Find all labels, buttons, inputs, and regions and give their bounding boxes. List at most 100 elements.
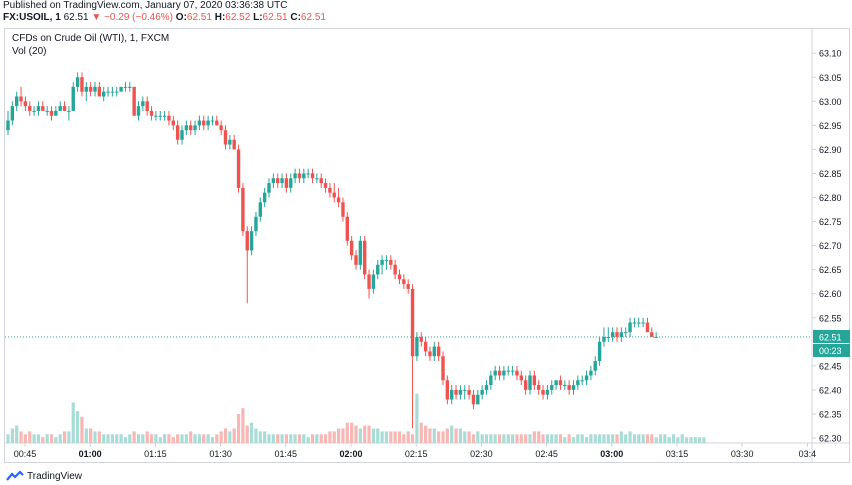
volume-bar	[232, 428, 236, 443]
volume-bar	[641, 434, 645, 443]
candle-body	[23, 101, 28, 107]
candle-body	[602, 336, 606, 342]
volume-bar	[32, 434, 36, 443]
candle-body	[41, 106, 45, 111]
volume-bar	[337, 428, 341, 443]
volume-bar	[454, 428, 458, 443]
candle-body	[49, 110, 54, 116]
volume-bar	[10, 428, 14, 443]
x-tick-label: 02:00	[339, 449, 362, 459]
candle-body	[293, 173, 297, 179]
candle-body	[467, 389, 471, 395]
volume-bar	[384, 431, 389, 443]
volume-bar	[302, 434, 306, 443]
candle-body	[28, 106, 32, 111]
volume-bar	[671, 434, 676, 443]
volume-bar	[532, 431, 536, 443]
x-tick-label: 03:4	[799, 449, 817, 459]
candle-body	[80, 77, 84, 92]
candle-body	[558, 380, 563, 386]
volume-bar	[493, 434, 497, 443]
volume-bar	[210, 437, 215, 443]
x-tick-label: 01:00	[79, 449, 102, 459]
candle-body	[45, 110, 49, 112]
volume-bar	[458, 428, 462, 443]
volume-bar	[524, 434, 528, 443]
close-value: 62.51	[300, 12, 326, 23]
volume-bar	[206, 434, 210, 443]
candle-body	[258, 202, 262, 217]
volume-bar	[189, 431, 193, 443]
candle-body	[106, 91, 110, 93]
chart-frame	[4, 28, 850, 463]
close-label: C:	[290, 12, 301, 23]
candle-body	[115, 91, 119, 93]
volume-bar	[637, 434, 641, 443]
candle-body	[419, 336, 423, 342]
volume-bar	[141, 434, 145, 443]
chart-title: CFDs on Crude Oil (WTI), 1, FXCM	[12, 33, 170, 44]
candle-body	[15, 96, 19, 107]
candle-body	[354, 255, 358, 265]
volume-bar	[410, 434, 415, 443]
candle-body	[62, 106, 67, 111]
volume-bar	[676, 437, 680, 443]
candle-body	[415, 336, 419, 357]
candle-body	[597, 341, 602, 362]
candle-body	[276, 178, 280, 184]
volume-bar	[176, 434, 180, 443]
countdown-tag	[813, 343, 850, 357]
candle-body	[402, 279, 406, 285]
candle-body	[463, 389, 467, 391]
volume-bar	[250, 422, 254, 443]
candle-body	[145, 101, 149, 111]
volume-bar	[563, 437, 567, 443]
candle-body	[528, 375, 532, 390]
volume-bar	[219, 431, 223, 443]
volume-bar	[358, 428, 362, 443]
candle-body	[371, 274, 376, 289]
candle-body	[380, 260, 384, 265]
volume-bar	[132, 431, 136, 443]
candle-body	[410, 288, 415, 357]
candle-body	[54, 110, 58, 116]
candle-body	[306, 173, 310, 175]
candle-body	[454, 389, 458, 395]
candle-body	[358, 240, 363, 265]
candle-body	[519, 375, 523, 381]
volume-bar	[123, 437, 128, 443]
volume-bar	[537, 431, 541, 443]
candle-body	[593, 361, 597, 371]
candle-body	[102, 91, 106, 97]
symbol: FX:USOIL, 1	[3, 12, 61, 23]
volume-bar	[541, 434, 545, 443]
volume-bar	[389, 431, 393, 443]
candle-body	[128, 86, 132, 88]
candle-body	[628, 322, 632, 333]
volume-bar	[284, 434, 288, 443]
candle-body	[197, 120, 202, 126]
volume-bar	[515, 434, 519, 443]
candle-body	[624, 332, 628, 334]
tradingview-brand[interactable]: TradingView	[6, 470, 82, 482]
volume-bar	[193, 434, 197, 443]
volume-bar	[89, 428, 93, 443]
volume-bar	[341, 428, 345, 443]
volume-bar	[289, 434, 293, 443]
volume-bar	[502, 434, 506, 443]
candle-body	[450, 389, 454, 400]
volume-bar	[45, 434, 49, 443]
candle-body	[563, 385, 567, 387]
volume-bar	[80, 416, 84, 443]
candle-body	[19, 96, 23, 102]
candle-body	[110, 91, 115, 93]
volume-bar	[223, 428, 228, 443]
candle-body	[206, 120, 210, 126]
volume-bar	[23, 434, 27, 443]
volume-bar	[271, 434, 275, 443]
volume-bar	[297, 434, 302, 443]
volume-bar	[367, 425, 371, 443]
volume-bar	[371, 428, 375, 443]
candle-body	[550, 385, 554, 390]
